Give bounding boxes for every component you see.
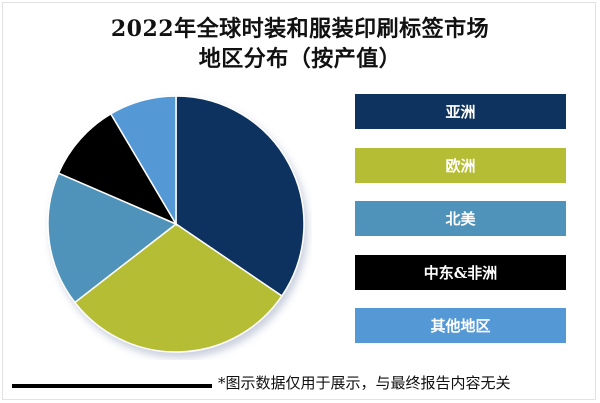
pie-slice-4 <box>109 95 177 227</box>
legend: 亚洲欧洲北美中东&非洲其他地区 <box>355 94 566 362</box>
chart-title-line2: 地区分布（按产值） <box>198 46 402 72</box>
pie-slice-3 <box>57 112 178 226</box>
chart-title: 2022年全球时装和服装印刷标签市场 地区分布（按产值） <box>0 14 600 74</box>
legend-label: 中东&非洲 <box>423 263 498 282</box>
legend-item: 亚洲 <box>355 94 566 129</box>
legend-label: 其他地区 <box>430 317 491 335</box>
chart-title-line1: 2022年全球时装和服装印刷标签市场 <box>110 16 490 42</box>
pie-slice-2 <box>47 172 178 304</box>
pie-chart <box>47 95 305 353</box>
legend-label: 欧洲 <box>445 156 476 175</box>
legend-label: 北美 <box>445 210 476 228</box>
legend-item: 北美 <box>355 201 566 236</box>
pie-slice-1 <box>73 223 283 353</box>
legend-label: 亚洲 <box>445 103 476 121</box>
footer-divider <box>12 384 212 388</box>
footnote: *图示数据仅用于展示，与最终报告内容无关 <box>218 374 511 392</box>
legend-item: 中东&非洲 <box>355 254 566 290</box>
chart-frame <box>2 2 596 400</box>
legend-item: 其他地区 <box>355 308 566 343</box>
legend-item: 欧洲 <box>355 147 566 183</box>
pie-slice-0 <box>175 95 305 297</box>
